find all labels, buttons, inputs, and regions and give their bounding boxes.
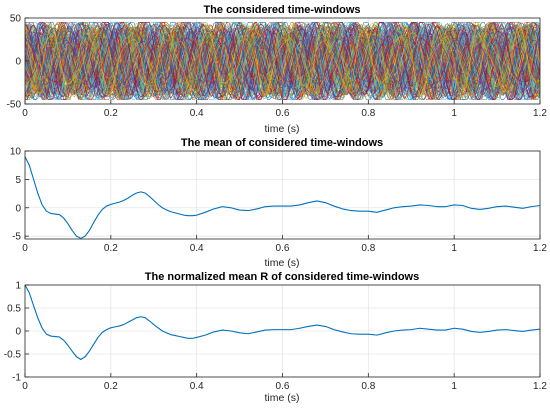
panel-1-title: The considered time-windows [203, 4, 360, 16]
panel-1-xtick-label: 0.2 [104, 108, 118, 119]
panel-1-series-line [25, 23, 540, 99]
panel-3-xlabel: time (s) [265, 392, 300, 404]
panel-3: The normalized mean R of considered time… [4, 271, 548, 404]
panel-1-series-line [25, 38, 540, 84]
panel-2-ytick-label: 0 [15, 203, 21, 214]
panel-1-series-line [25, 21, 540, 100]
panel-1-ytick-label: 0 [15, 57, 21, 68]
panel-2-xtick-label: 0 [22, 243, 28, 254]
panel-1-series-line [25, 22, 540, 100]
panel-1-xtick-label: 0 [22, 108, 28, 119]
panel-2-ytick-label: 10 [10, 147, 22, 158]
panel-2-xtick-label: 1 [451, 243, 457, 254]
panel-2-xtick-label: 0.6 [276, 243, 290, 254]
panel-2-xlabel: time (s) [265, 257, 300, 269]
panel-1-ytick-label: 50 [10, 14, 22, 25]
panel-1-yticks: -50 0 50 [7, 14, 29, 111]
panel-1-series-line [25, 41, 540, 81]
panel-1-series-line [25, 43, 540, 79]
panel-1-xtick-label: 1.2 [533, 108, 547, 119]
panel-2-xtick-label: 0.4 [190, 243, 204, 254]
panel-2-series-line [25, 156, 540, 239]
panel-1-xtick-label: 0.6 [276, 108, 290, 119]
panel-1-series-line [25, 30, 540, 93]
panel-3-xticks: 0 0.2 0.4 0.6 0.8 1 1.2 [22, 373, 547, 392]
panel-3-xtick-label: 1 [451, 381, 457, 392]
panel-3-series-line [25, 285, 540, 361]
panel-3-ytick-label: 0 [15, 327, 21, 338]
panel-3-ytick-label: 1 [15, 281, 21, 292]
panel-1-xtick-label: 1 [451, 108, 457, 119]
panel-2-xtick-label: 0.8 [361, 243, 375, 254]
panel-3-xtick-label: 0 [22, 381, 28, 392]
panel-2-xtick-label: 1.2 [533, 243, 547, 254]
panel-1-series-line [25, 24, 540, 98]
panel-3-ytick-label: -0.5 [4, 350, 22, 361]
panel-1-xtick-label: 0.8 [361, 108, 375, 119]
panel-1-xtick-label: 0.4 [190, 108, 204, 119]
panel-1-clip-area [25, 21, 540, 101]
panel-1-series-group [25, 21, 540, 101]
panel-1-series-line [25, 36, 540, 86]
panel-1-series-line [25, 22, 540, 101]
panel-3-title: The normalized mean R of considered time… [145, 271, 419, 283]
panel-1-xlabel: time (s) [265, 123, 300, 135]
panel-3-yticks: -1 -0.5 0 0.5 1 [4, 281, 29, 384]
panel-1-series-line [25, 22, 540, 99]
panel-1-series-line [25, 23, 540, 99]
panel-3-series-group [25, 285, 540, 361]
panel-2: The mean of considered time-windows -505… [10, 137, 548, 269]
panel-1-series-line [25, 26, 540, 96]
panel-3-xtick-label: 0.8 [361, 381, 375, 392]
panel-3-xtick-label: 1.2 [533, 381, 547, 392]
panel-2-yticks: -5 0 5 10 [10, 147, 29, 243]
panel-1-xticks: 0 0.2 0.4 0.6 0.8 1 1.2 [22, 100, 547, 119]
panel-2-xticks: 0 0.2 0.4 0.6 0.8 1 1.2 [22, 235, 547, 254]
panel-2-title: The mean of considered time-windows [181, 137, 383, 149]
panel-2-ytick-label: -5 [12, 232, 21, 243]
panel-2-series-group [25, 156, 540, 239]
panel-1-series-line [25, 28, 540, 94]
panel-3-xtick-label: 0.6 [276, 381, 290, 392]
panel-3-ytick-label: 0.5 [7, 304, 21, 315]
panel-3-ytick-label: -1 [12, 373, 21, 384]
panel-3-xtick-label: 0.4 [190, 381, 204, 392]
panel-1-ytick-label: -50 [7, 100, 22, 111]
panel-3-xtick-label: 0.2 [104, 381, 118, 392]
panel-2-xtick-label: 0.2 [104, 243, 118, 254]
panel-2-ytick-label: 5 [15, 175, 21, 186]
panel-1-series-line [25, 30, 540, 91]
